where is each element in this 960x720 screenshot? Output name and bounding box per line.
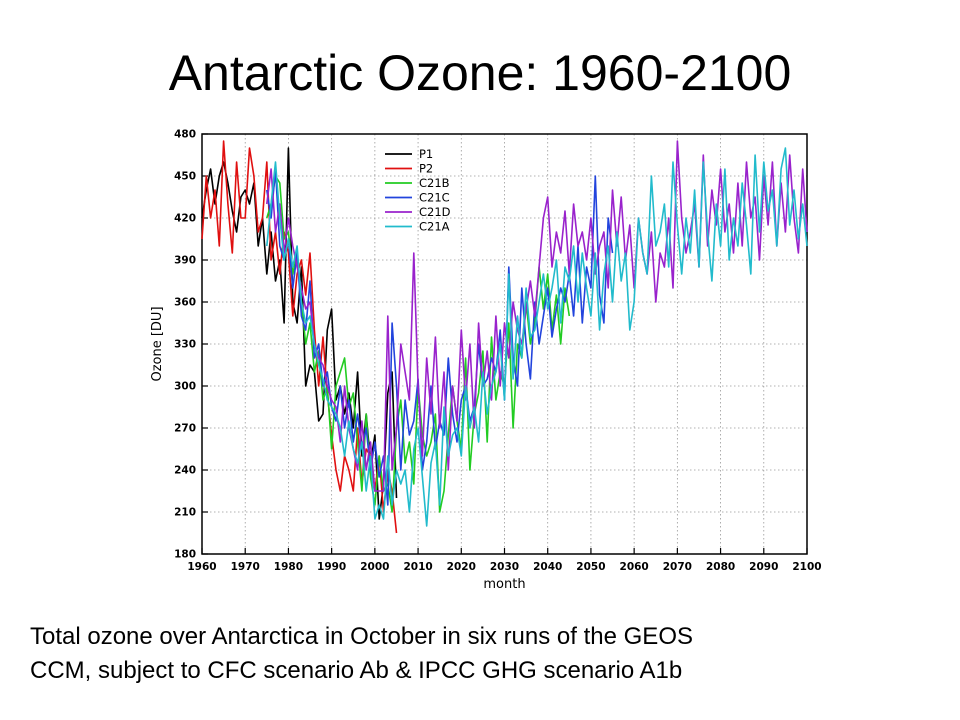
y-axis-label: Ozone [DU] [150, 306, 165, 381]
y-tick-label: 480 [174, 129, 196, 141]
y-tick-label: 420 [174, 213, 196, 225]
y-tick-label: 450 [174, 171, 196, 183]
legend-label-c21a: C21A [419, 220, 450, 234]
y-tick-label: 210 [174, 507, 196, 519]
x-axis-label: month [483, 577, 525, 592]
x-tick-label: 2090 [749, 561, 778, 573]
slide-title: Antarctic Ozone: 1960-2100 [168, 45, 792, 101]
y-tick-label: 390 [174, 255, 196, 267]
x-tick-label: 1980 [274, 561, 303, 573]
legend-label-c21d: C21D [419, 205, 451, 219]
y-tick-label: 240 [174, 465, 196, 477]
x-tick-label: 2060 [620, 561, 649, 573]
y-tick-label: 360 [174, 297, 196, 309]
legend-label-c21b: C21B [419, 176, 450, 190]
y-tick-label: 270 [174, 423, 196, 435]
legend-label-c21c: C21C [419, 191, 450, 205]
series-lines [201, 140, 808, 534]
x-tick-label: 2000 [360, 561, 389, 573]
x-tick-label: 2100 [792, 561, 821, 573]
caption-line-1: Total ozone over Antarctica in October i… [30, 623, 693, 650]
x-tick-label: 2050 [576, 561, 605, 573]
y-tick-label: 180 [174, 549, 196, 561]
ozone-line-chart: 1960 1970 1980 1990 2000 2010 2020 2030 2040 2050… [150, 129, 822, 593]
x-tick-label: 2070 [663, 561, 692, 573]
legend-label-p2: P2 [419, 162, 433, 176]
x-tick-label: 1970 [231, 561, 260, 573]
x-tick-label: 2020 [447, 561, 476, 573]
x-tick-label: 2030 [490, 561, 519, 573]
caption-line-2: CCM, subject to CFC scenario Ab & IPCC G… [30, 657, 683, 684]
y-tick-label: 330 [174, 339, 196, 351]
x-tick-label: 1960 [187, 561, 216, 573]
legend-label-p1: P1 [419, 147, 433, 161]
x-tick-label: 2040 [533, 561, 562, 573]
axis-ticks: 1960 1970 1980 1990 2000 2010 2020 2030 2040 2050… [174, 129, 822, 574]
series-line-c21a [266, 147, 808, 527]
x-tick-label: 1990 [317, 561, 346, 573]
x-tick-label: 2010 [403, 561, 432, 573]
x-tick-label: 2080 [706, 561, 735, 573]
y-tick-label: 300 [174, 381, 196, 393]
